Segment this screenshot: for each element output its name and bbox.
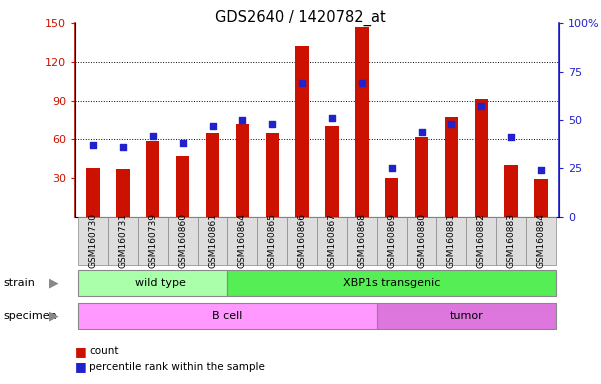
- Bar: [475, 99, 488, 217]
- Text: GSM160869: GSM160869: [387, 214, 396, 268]
- Text: ■: ■: [75, 360, 87, 373]
- Text: GSM160860: GSM160860: [178, 214, 187, 268]
- Text: GSM160882: GSM160882: [477, 214, 486, 268]
- Point: [357, 80, 367, 86]
- Point: [267, 121, 277, 127]
- Text: GSM160884: GSM160884: [537, 214, 546, 268]
- Bar: [317, 217, 347, 265]
- Bar: [504, 165, 518, 217]
- Text: XBP1s transgenic: XBP1s transgenic: [343, 278, 441, 288]
- Text: ▶: ▶: [49, 277, 59, 290]
- Bar: [108, 217, 138, 265]
- Point: [88, 142, 98, 148]
- Bar: [266, 133, 279, 217]
- Text: GSM160867: GSM160867: [328, 214, 337, 268]
- Bar: [287, 217, 317, 265]
- Bar: [347, 217, 377, 265]
- Text: GSM160881: GSM160881: [447, 214, 456, 268]
- Bar: [146, 141, 159, 217]
- Text: specimen: specimen: [3, 311, 56, 321]
- Text: ▶: ▶: [49, 310, 59, 323]
- Point: [416, 129, 426, 135]
- FancyBboxPatch shape: [78, 270, 227, 296]
- Text: wild type: wild type: [135, 278, 186, 288]
- Text: GSM160866: GSM160866: [297, 214, 307, 268]
- Point: [297, 80, 307, 86]
- Text: ■: ■: [75, 345, 87, 358]
- Bar: [445, 118, 458, 217]
- Bar: [526, 217, 556, 265]
- Point: [118, 144, 128, 150]
- Bar: [407, 217, 436, 265]
- Point: [447, 121, 456, 127]
- Bar: [227, 217, 257, 265]
- Bar: [436, 217, 466, 265]
- Text: percentile rank within the sample: percentile rank within the sample: [89, 362, 265, 372]
- Bar: [534, 179, 548, 217]
- Text: GSM160883: GSM160883: [507, 214, 516, 268]
- Bar: [385, 178, 398, 217]
- FancyBboxPatch shape: [78, 303, 377, 329]
- Bar: [116, 169, 130, 217]
- Text: GSM160865: GSM160865: [267, 214, 276, 268]
- Bar: [415, 137, 429, 217]
- Bar: [198, 217, 227, 265]
- Point: [148, 132, 157, 139]
- Text: GSM160861: GSM160861: [208, 214, 217, 268]
- Bar: [138, 217, 168, 265]
- Bar: [496, 217, 526, 265]
- Point: [477, 103, 486, 109]
- Text: GDS2640 / 1420782_at: GDS2640 / 1420782_at: [215, 10, 386, 26]
- Text: GSM160868: GSM160868: [358, 214, 367, 268]
- Text: GSM160730: GSM160730: [88, 214, 97, 268]
- Text: count: count: [89, 346, 118, 356]
- Text: strain: strain: [3, 278, 35, 288]
- Bar: [377, 217, 407, 265]
- Point: [178, 140, 188, 146]
- Bar: [257, 217, 287, 265]
- Point: [237, 117, 247, 123]
- Bar: [206, 133, 219, 217]
- Point: [506, 134, 516, 141]
- Text: GSM160864: GSM160864: [238, 214, 247, 268]
- Text: GSM160739: GSM160739: [148, 214, 157, 268]
- Bar: [87, 168, 100, 217]
- Bar: [355, 27, 368, 217]
- Point: [387, 166, 397, 172]
- Text: GSM160731: GSM160731: [118, 214, 127, 268]
- Point: [327, 115, 337, 121]
- Bar: [295, 46, 309, 217]
- Bar: [236, 124, 249, 217]
- Point: [208, 123, 218, 129]
- Bar: [78, 217, 108, 265]
- FancyBboxPatch shape: [377, 303, 556, 329]
- Bar: [168, 217, 198, 265]
- Bar: [176, 156, 189, 217]
- Point: [536, 167, 546, 174]
- Text: B cell: B cell: [212, 311, 243, 321]
- Text: GSM160880: GSM160880: [417, 214, 426, 268]
- FancyBboxPatch shape: [227, 270, 556, 296]
- Bar: [325, 126, 339, 217]
- Text: tumor: tumor: [450, 311, 483, 321]
- Bar: [466, 217, 496, 265]
